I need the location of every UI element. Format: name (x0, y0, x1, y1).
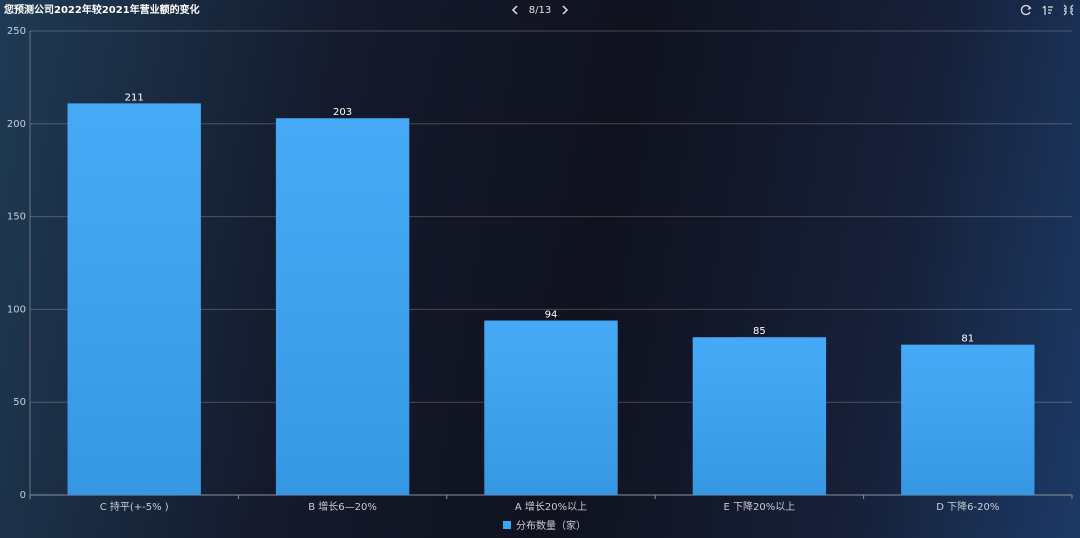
x-tick-label: C 持平(+-5% ) (100, 500, 169, 513)
y-tick-label: 0 (20, 490, 26, 501)
x-tick-label: A 增长20%以上 (515, 500, 587, 513)
value-label: 81 (961, 334, 974, 345)
value-label: 94 (545, 310, 558, 321)
y-tick-label: 100 (7, 304, 26, 315)
value-label: 203 (333, 107, 352, 118)
bar-shade (484, 320, 618, 495)
y-tick-label: 250 (7, 26, 26, 37)
bar-shade (67, 103, 201, 495)
prev-button[interactable] (511, 5, 518, 15)
value-label: 211 (125, 92, 144, 103)
x-tick-label: D 下降6-20% (936, 500, 999, 513)
legend-swatch (503, 521, 511, 529)
bar-shade (275, 118, 410, 496)
x-tick-label: B 增长6—20% (308, 500, 377, 513)
refresh-icon[interactable] (1020, 4, 1032, 16)
collapse-icon[interactable] (1063, 4, 1074, 16)
legend-label: 分布数量（家） (516, 519, 586, 532)
next-button[interactable] (562, 5, 569, 15)
x-tick-label: E 下降20%以上 (724, 500, 796, 513)
pager: 8/13 (529, 5, 551, 16)
bar-shade (901, 344, 1035, 495)
sort-icon[interactable] (1042, 5, 1053, 15)
y-tick-label: 50 (13, 397, 26, 408)
value-label: 85 (753, 326, 766, 337)
bar-shade (692, 337, 827, 495)
y-tick-label: 200 (7, 119, 26, 130)
chart-title: 您预测公司2022年较2021年营业额的变化 (4, 3, 200, 16)
y-tick-label: 150 (7, 212, 26, 223)
